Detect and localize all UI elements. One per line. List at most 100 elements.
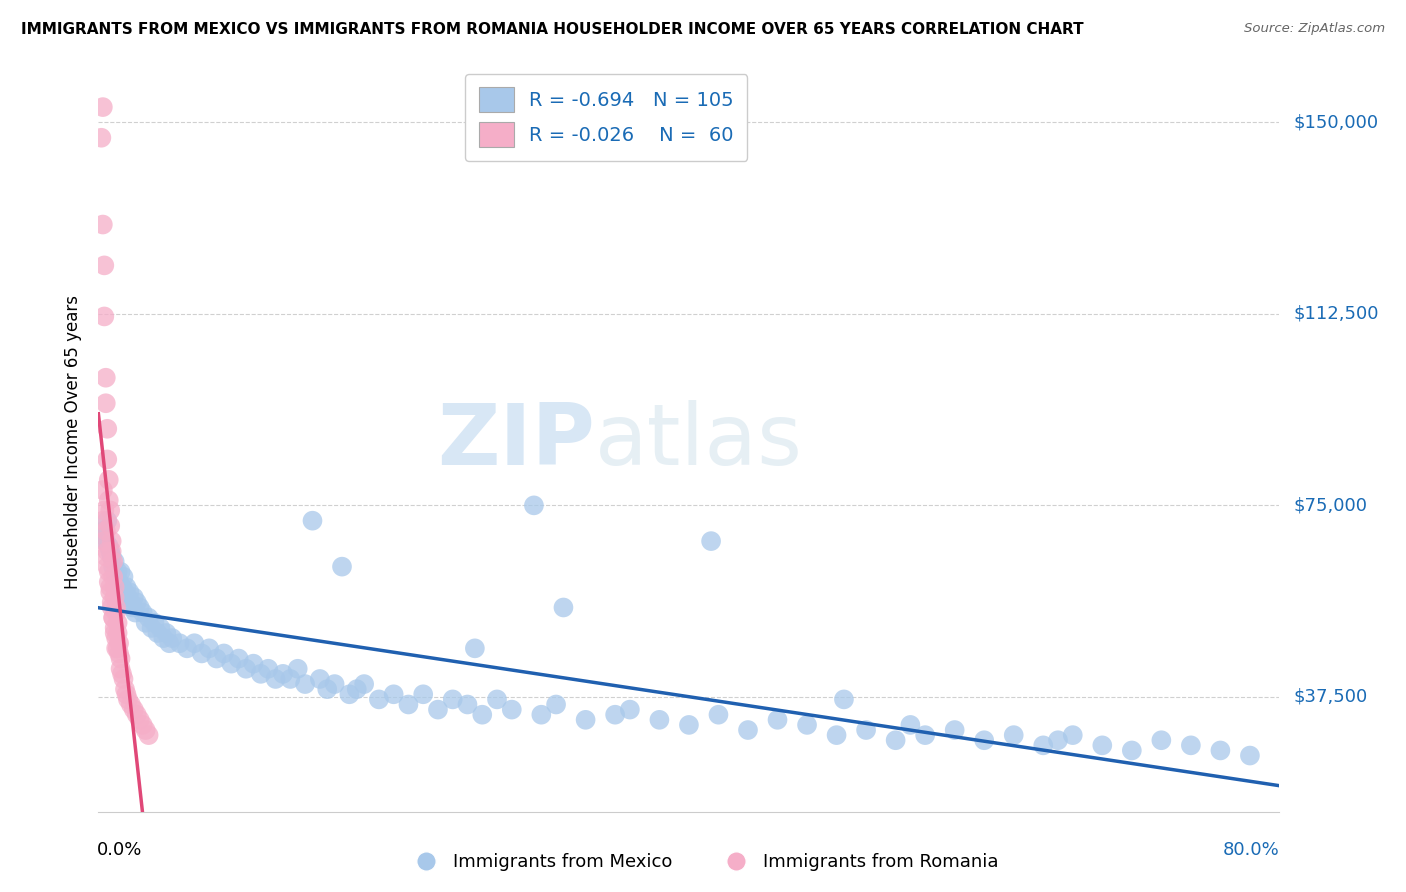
Point (112, 672, 135, 686)
Point (678, 718, 700, 732)
Point (122, 591, 145, 605)
Point (125, 707, 148, 722)
Point (546, 698, 568, 712)
Point (1062, 728, 1084, 742)
Point (316, 682, 339, 697)
Point (90, 130, 112, 145)
Point (700, 534, 723, 549)
Point (228, 651, 250, 665)
Point (441, 692, 464, 706)
Point (135, 723, 157, 737)
Text: Source: ZipAtlas.com: Source: ZipAtlas.com (1244, 22, 1385, 36)
Point (575, 713, 598, 727)
Point (884, 733, 907, 747)
Point (100, 600, 122, 615)
Point (501, 703, 523, 717)
Text: $37,500: $37,500 (1294, 688, 1368, 706)
Point (97, 473, 120, 487)
Legend: Immigrants from Mexico, Immigrants from Romania: Immigrants from Mexico, Immigrants from … (401, 847, 1005, 879)
Point (707, 707, 730, 722)
Point (250, 666, 273, 681)
Point (169, 636, 191, 650)
Point (176, 641, 198, 656)
Point (103, 570, 125, 584)
Point (353, 677, 375, 691)
Point (1180, 739, 1202, 753)
Point (97, 565, 120, 579)
Point (323, 677, 346, 691)
Point (97, 493, 120, 508)
Point (103, 559, 125, 574)
Point (93, 310, 115, 324)
Point (98, 580, 121, 594)
Point (120, 698, 142, 712)
Y-axis label: Householder Income Over 65 years: Householder Income Over 65 years (65, 294, 83, 589)
Point (93, 503, 115, 517)
Point (110, 651, 132, 665)
Point (121, 600, 143, 615)
Point (124, 606, 146, 620)
Point (96, 514, 118, 528)
Point (162, 631, 183, 645)
Point (271, 666, 294, 681)
Point (339, 687, 361, 701)
Point (457, 698, 479, 712)
Point (242, 657, 264, 671)
Point (98, 503, 121, 517)
Point (94, 534, 117, 549)
Point (523, 499, 546, 513)
Point (294, 677, 316, 691)
Point (108, 636, 131, 650)
Point (412, 687, 434, 701)
Point (108, 647, 131, 661)
Point (115, 580, 138, 594)
Point (486, 692, 509, 706)
Point (943, 723, 966, 737)
Point (330, 559, 353, 574)
Point (346, 682, 368, 697)
Point (301, 514, 323, 528)
Point (97, 574, 120, 589)
Point (832, 692, 855, 706)
Point (191, 647, 214, 661)
Point (100, 595, 122, 609)
Point (1091, 739, 1114, 753)
Point (105, 641, 128, 656)
Text: $112,500: $112,500 (1294, 305, 1379, 323)
Point (648, 713, 671, 727)
Point (257, 662, 280, 676)
Point (1002, 728, 1025, 742)
Point (132, 718, 155, 732)
Point (94, 396, 117, 410)
Point (138, 728, 160, 742)
Point (100, 534, 122, 549)
Text: $75,000: $75,000 (1294, 496, 1368, 515)
Point (128, 600, 150, 615)
Point (796, 718, 818, 732)
Point (97, 539, 120, 553)
Point (152, 631, 174, 645)
Point (205, 651, 228, 665)
Point (111, 666, 134, 681)
Point (157, 636, 180, 650)
Point (235, 662, 257, 676)
Point (108, 574, 131, 589)
Point (105, 600, 128, 615)
Point (114, 585, 136, 599)
Point (118, 585, 141, 599)
Point (138, 610, 160, 624)
Point (382, 687, 405, 701)
Point (855, 723, 877, 737)
Point (107, 565, 129, 579)
Point (1150, 733, 1173, 747)
Text: 0.0%: 0.0% (97, 841, 142, 859)
Text: ZIP: ZIP (437, 400, 595, 483)
Point (973, 733, 995, 747)
Point (94, 370, 117, 384)
Point (309, 672, 332, 686)
Point (135, 615, 157, 630)
Point (91, 483, 114, 497)
Text: IMMIGRANTS FROM MEXICO VS IMMIGRANTS FROM ROMANIA HOUSEHOLDER INCOME OVER 65 YEA: IMMIGRANTS FROM MEXICO VS IMMIGRANTS FRO… (21, 22, 1084, 37)
Point (105, 631, 128, 645)
Point (107, 626, 129, 640)
